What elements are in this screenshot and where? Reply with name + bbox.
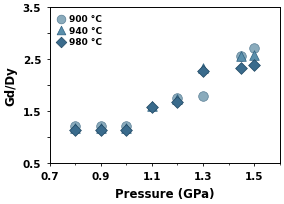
940 °C	[175, 98, 180, 101]
980 °C	[73, 129, 78, 132]
980 °C	[239, 68, 244, 71]
980 °C	[124, 129, 129, 132]
940 °C	[124, 126, 129, 130]
940 °C	[201, 68, 205, 71]
900 °C	[201, 95, 205, 99]
940 °C	[150, 105, 154, 108]
980 °C	[150, 106, 154, 110]
980 °C	[175, 101, 180, 104]
Legend: 900 °C, 940 °C, 980 °C: 900 °C, 940 °C, 980 °C	[54, 13, 104, 49]
940 °C	[99, 126, 103, 130]
980 °C	[99, 129, 103, 132]
900 °C	[252, 47, 256, 50]
Y-axis label: Gd/Dy: Gd/Dy	[4, 66, 17, 105]
900 °C	[124, 124, 129, 128]
900 °C	[99, 124, 103, 128]
X-axis label: Pressure (GPa): Pressure (GPa)	[115, 187, 214, 200]
980 °C	[201, 70, 205, 73]
980 °C	[252, 64, 256, 68]
940 °C	[252, 54, 256, 58]
900 °C	[73, 124, 78, 128]
940 °C	[239, 55, 244, 59]
900 °C	[175, 97, 180, 100]
940 °C	[73, 126, 78, 130]
900 °C	[239, 55, 244, 58]
